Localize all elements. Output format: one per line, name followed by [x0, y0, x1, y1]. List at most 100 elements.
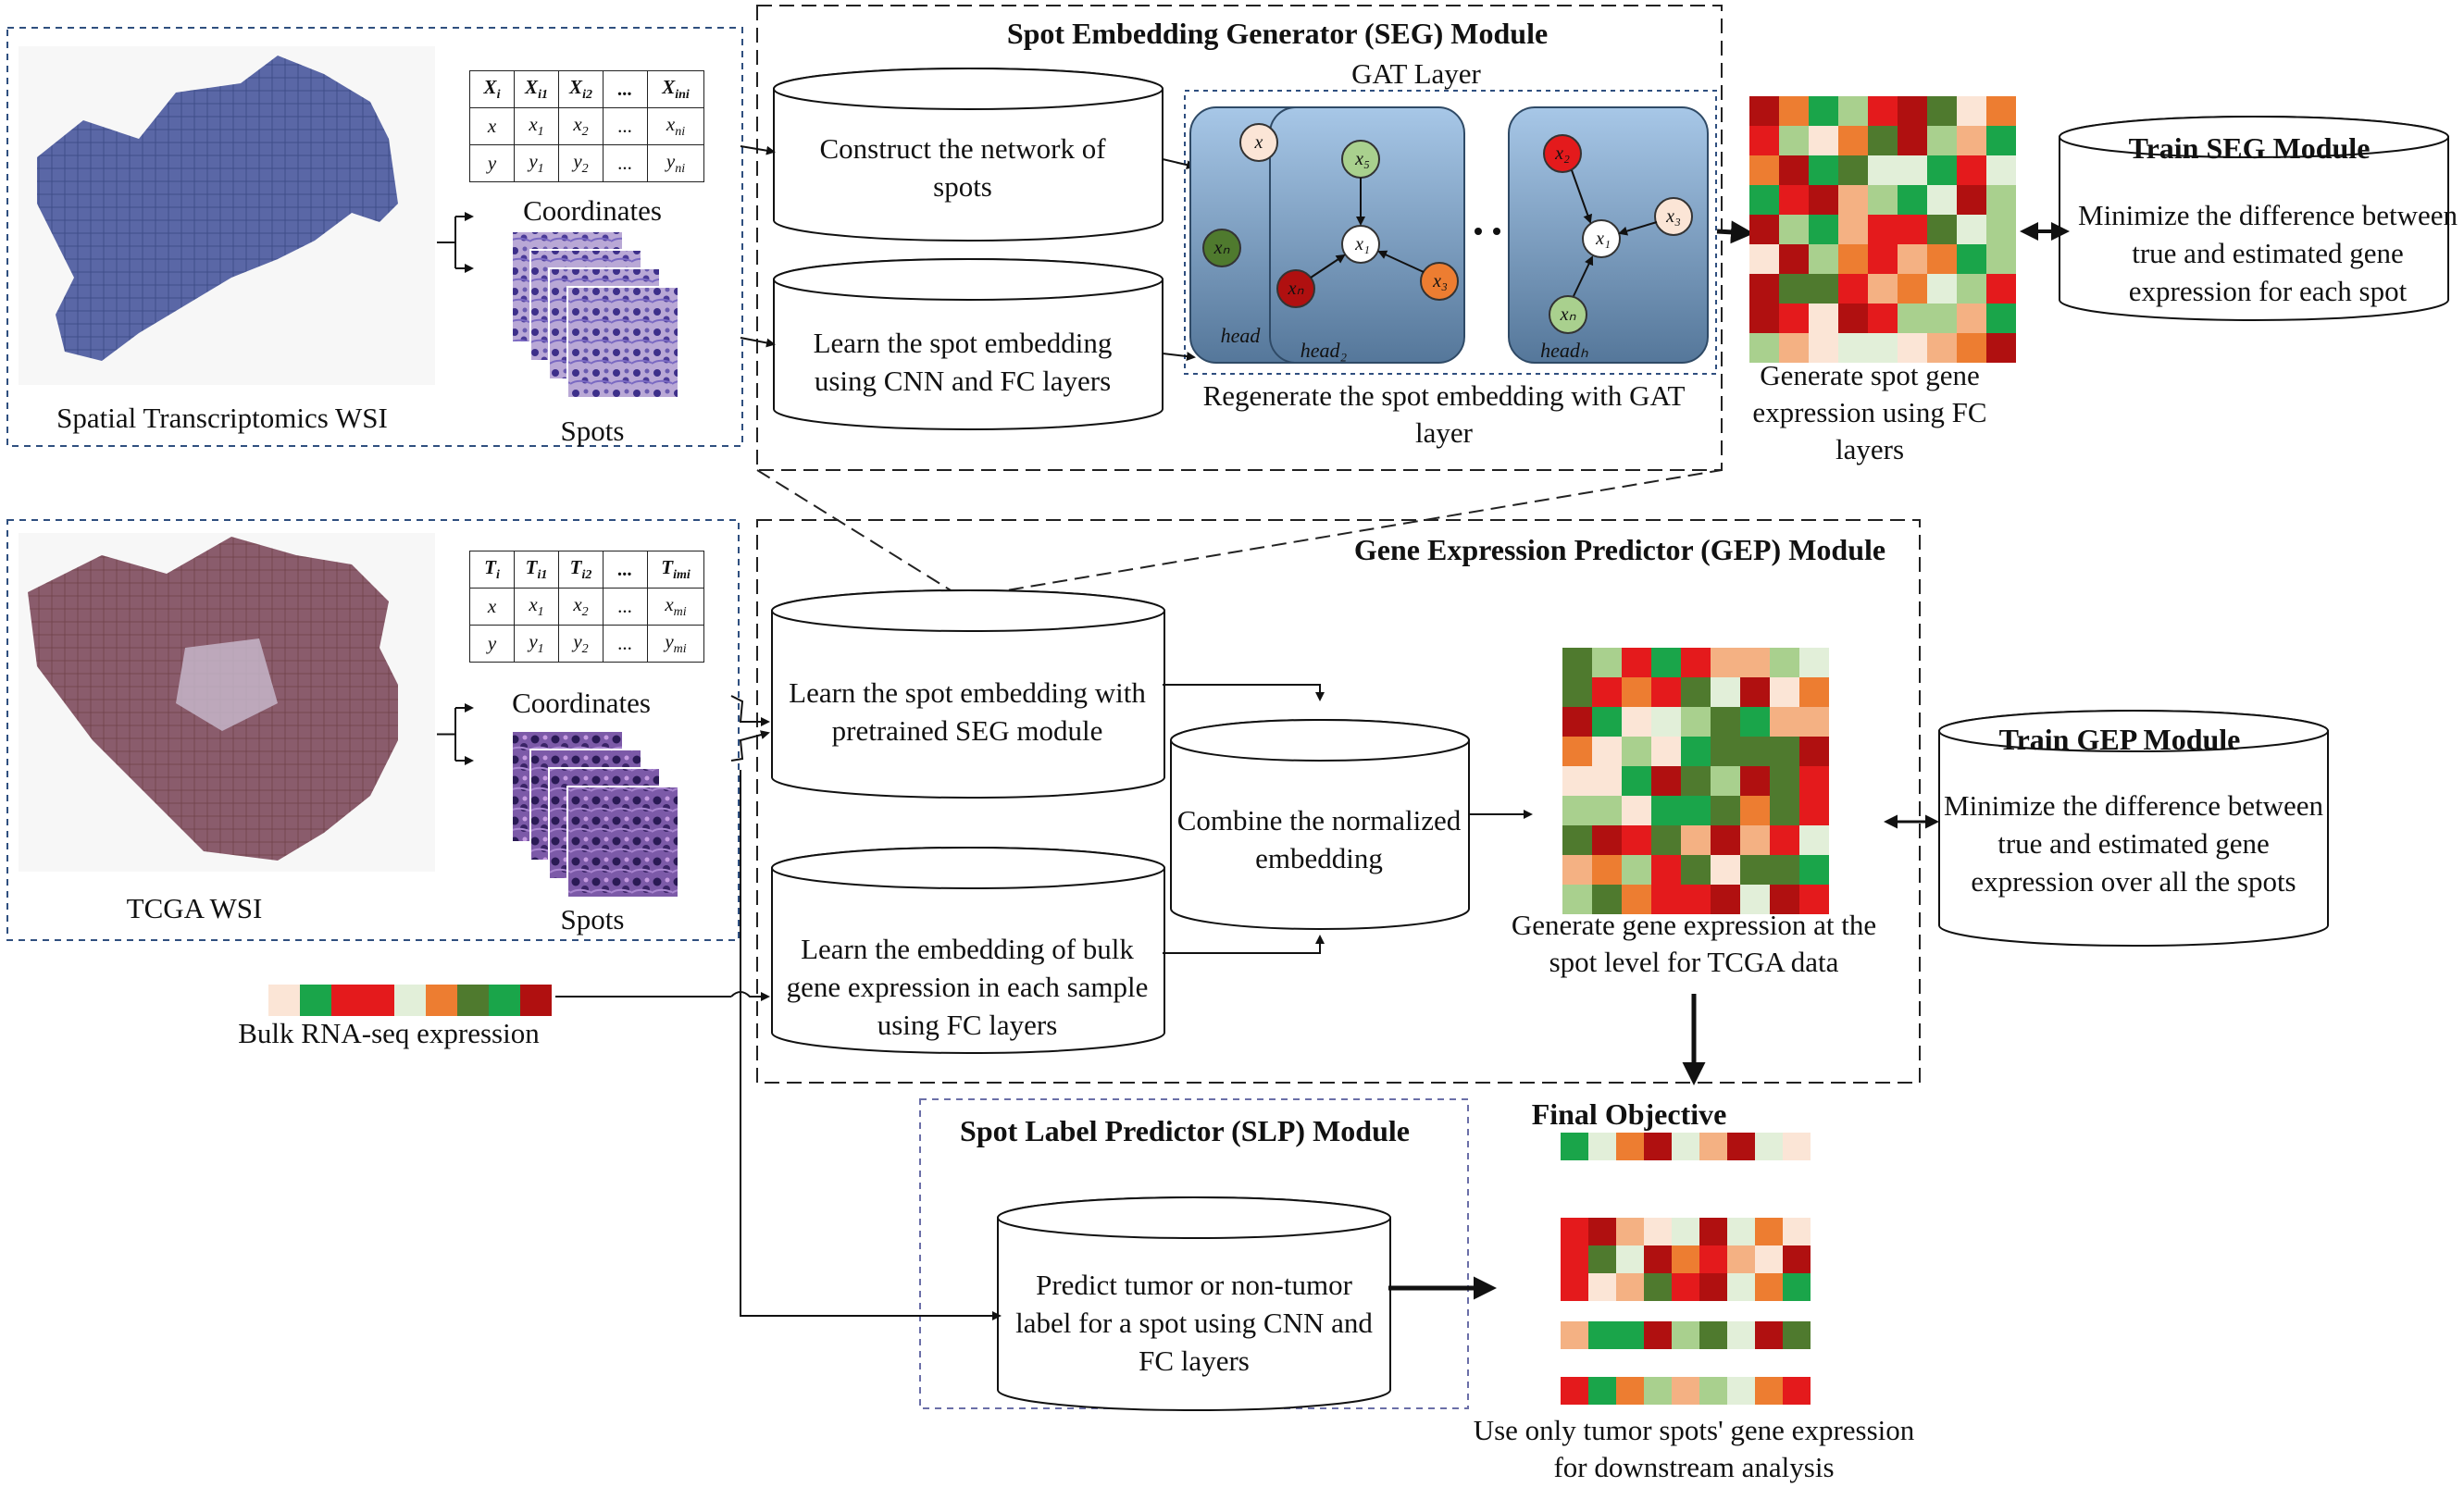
gep-expression-cell [1711, 766, 1740, 796]
seg-expression-cell [1986, 185, 2016, 215]
tcga-input-box [6, 519, 740, 941]
seg-expression-cell [1838, 244, 1868, 274]
seg-expression-cell [1986, 244, 2016, 274]
table-cell: ... [603, 588, 648, 626]
seg-expression-cell [1957, 274, 1986, 304]
st-wsi-label: Spatial Transcriptomics WSI [56, 402, 388, 434]
gep-expression-cell [1651, 796, 1681, 825]
seg-expression-cell [1868, 126, 1898, 155]
node-x3-hh [1654, 197, 1693, 236]
seg-expression-cell [1868, 244, 1898, 274]
st-input-box [6, 27, 743, 447]
final-row-cell [1727, 1133, 1755, 1160]
seg-expression-cell [1779, 215, 1809, 244]
table-cell: ... [603, 551, 648, 589]
ellipsis-dot [1475, 228, 1482, 235]
train-seg-title: Train SEG Module [2128, 131, 2371, 165]
seg-expression-cell [1779, 274, 1809, 304]
seg-expression-cell [1927, 244, 1957, 274]
final-row3-cell [1616, 1377, 1644, 1405]
gep-expression-cell [1770, 707, 1799, 737]
gep-expression-cell [1681, 855, 1711, 885]
final-grid-cell [1561, 1218, 1588, 1245]
gep-expression-cell [1770, 766, 1799, 796]
node-back-left [1202, 229, 1241, 267]
gep-expression-cell [1622, 707, 1651, 737]
seg-expression-cell [1898, 304, 1927, 333]
learn-to-gat-arrow [1162, 352, 1196, 362]
gep-expression-cell [1799, 796, 1829, 825]
gep-module-title: Gene Expression Predictor (GEP) Module [1353, 533, 1886, 566]
node-label: x₂ [1554, 143, 1570, 164]
table-cell: xmi [647, 588, 704, 626]
gep-module-box [756, 519, 1921, 1084]
node-label: xₙ [1288, 279, 1305, 299]
gep-combine-label: Combine the normalized embedding [1176, 804, 1462, 874]
final-row2-cell [1644, 1321, 1672, 1349]
final-row2-cell [1561, 1321, 1588, 1349]
table-cell: ... [603, 107, 648, 145]
gep-expression-cell [1651, 825, 1681, 855]
final-grid-cell [1727, 1273, 1755, 1301]
gep-learn-spot-label: Learn the spot embedding with pretrained… [789, 676, 1146, 747]
final-note-label: Use only tumor spots' gene expression fo… [1473, 1414, 1915, 1483]
gep-expression-cell [1622, 885, 1651, 914]
bulk-expression-cell [426, 985, 457, 1016]
final-grid-cell [1727, 1245, 1755, 1273]
final-row3-cell [1672, 1377, 1699, 1405]
seg-expression-cell [1779, 304, 1809, 333]
gep-expression-cell [1562, 677, 1592, 707]
table-cell: x [469, 107, 515, 145]
head-label: headₕ [1540, 339, 1588, 362]
seg-expression-cell [1749, 304, 1779, 333]
gep-generate-label: Generate gene expression at the spot lev… [1511, 909, 1877, 978]
table-cell: ... [603, 70, 648, 108]
seg-expression-cell [1749, 274, 1779, 304]
seg-expression-cell [1868, 304, 1898, 333]
table-row: y y1 y2... ymi [469, 625, 704, 663]
gep-expression-cell [1592, 825, 1622, 855]
gep-expression-cell [1740, 648, 1770, 677]
seg-expression-cell [1927, 185, 1957, 215]
seg-expression-cell [1838, 185, 1868, 215]
seg-expression-cell [1838, 96, 1868, 126]
gep-expression-cell [1651, 648, 1681, 677]
table-cell: Xi1 [514, 70, 559, 108]
gep-expression-cell [1799, 855, 1829, 885]
gep-expression-cell [1799, 707, 1829, 737]
seg-expression-cell [1986, 333, 2016, 363]
final-row2-cell [1699, 1321, 1727, 1349]
table-cell: y2 [558, 144, 604, 182]
seg-expression-cell [1749, 215, 1779, 244]
seg-expression-cell [1779, 126, 1809, 155]
table-cell: yni [647, 144, 704, 182]
gep-learn-bulk-label: Learn the embedding of bulk gene express… [786, 933, 1149, 1041]
seg-expression-cell [1749, 96, 1779, 126]
final-grid-cell [1644, 1245, 1672, 1273]
seg-expression-cell [1749, 244, 1779, 274]
st-spot-patch-tile [566, 286, 679, 399]
gep-expression-cell [1711, 855, 1740, 885]
seg-expression-cell [1779, 333, 1809, 363]
st-coordinates-label: Coordinates [523, 194, 662, 227]
construct-network-label: Construct the network of spots [819, 132, 1106, 203]
final-grid-cell [1699, 1218, 1727, 1245]
gep-expression-cell [1651, 766, 1681, 796]
node-label: x [1254, 132, 1263, 153]
table-row: y y1 y2... yni [469, 144, 704, 182]
seg-expression-cell [1927, 96, 1957, 126]
final-row3-cell [1699, 1377, 1727, 1405]
final-objective-title: Final Objective [1531, 1097, 1727, 1131]
edge-x3-x1 [1377, 250, 1425, 273]
edge-x2-x1 [1571, 169, 1593, 224]
table-row: x x1 x2... xmi [469, 588, 704, 626]
node-x2-hh [1543, 134, 1582, 173]
final-grid-cell [1588, 1245, 1616, 1273]
gep-expression-cell [1651, 885, 1681, 914]
learn-cylinder-top [773, 258, 1164, 301]
seg-expression-cell [1868, 96, 1898, 126]
final-row-cell [1672, 1133, 1699, 1160]
final-row2-cell [1727, 1321, 1755, 1349]
slp-predict-label: Predict tumor or non-tumor label for a s… [1015, 1269, 1373, 1377]
seg-expression-cell [1809, 304, 1838, 333]
